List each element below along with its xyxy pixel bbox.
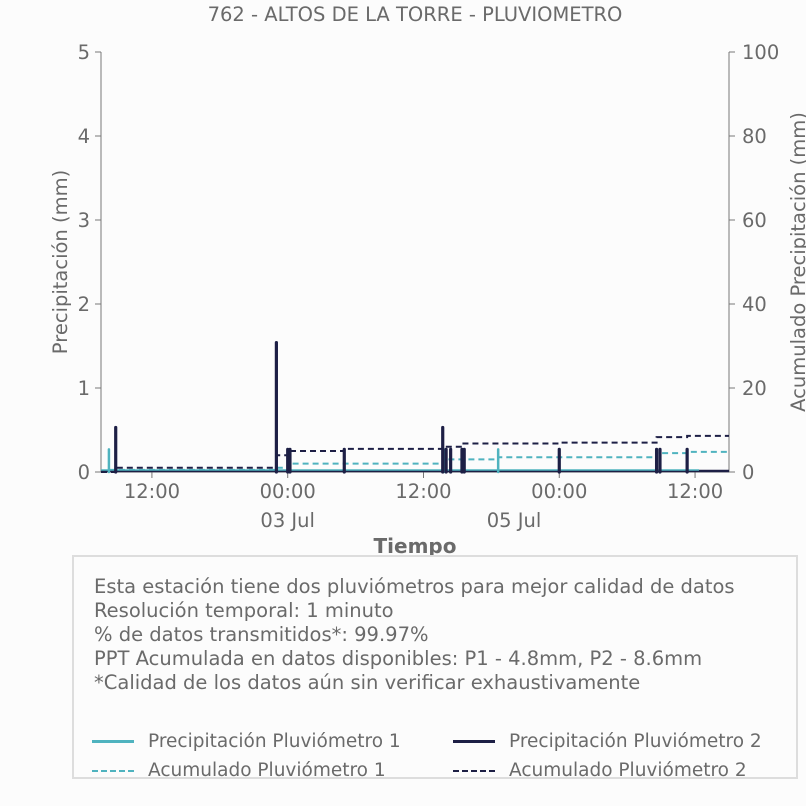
rainfall-chart: 762 - ALTOS DE LA TORRE - PLUVIOMETRO 01… xyxy=(49,3,806,558)
y-tick-label-right: 80 xyxy=(742,125,767,148)
info-text: Esta estación tiene dos pluviómetros par… xyxy=(94,575,735,695)
acumulado-p2-line xyxy=(101,434,729,473)
legend-label-p1-precip: Precipitación Pluviómetro 1 xyxy=(148,731,401,752)
info-line-transmitted: % de datos transmitidos*: 99.97% xyxy=(94,623,429,646)
y-axis-right-label: Acumulado Precipitación (mm) xyxy=(787,112,806,412)
legend-label-p1-acum: Acumulado Pluviómetro 1 xyxy=(148,760,386,781)
y-tick-label-right: 40 xyxy=(742,293,767,316)
chart-legend: Precipitación Pluviómetro 1 Precipitació… xyxy=(92,731,792,791)
info-line-accumulated: PPT Acumulada en datos disponibles: P1 -… xyxy=(94,647,703,670)
x-date-label: 05 Jul xyxy=(487,509,542,532)
legend-swatch-p1-precip xyxy=(92,740,134,743)
x-tick-label: 00:00 xyxy=(260,480,316,503)
legend-item-p2-precip: Precipitación Pluviómetro 2 xyxy=(453,731,762,752)
legend-swatch-p2-acum xyxy=(453,769,495,772)
chart-title: 762 - ALTOS DE LA TORRE - PLUVIOMETRO xyxy=(208,3,623,26)
y-tick-label-left: 1 xyxy=(78,377,90,400)
info-line-resolution: Resolución temporal: 1 minuto xyxy=(94,599,394,622)
y-tick-label-left: 0 xyxy=(78,461,90,484)
y-tick-label-right: 100 xyxy=(742,41,779,64)
y-tick-label-left: 2 xyxy=(78,293,90,316)
x-tick-label: 12:00 xyxy=(124,480,180,503)
x-tick-label: 12:00 xyxy=(395,480,451,503)
acumulado-p1-line xyxy=(101,450,729,473)
y-tick-label-left: 4 xyxy=(78,125,90,148)
legend-item-p2-acum: Acumulado Pluviómetro 2 xyxy=(453,760,747,781)
info-line-quality-note: *Calidad de los datos aún sin verificar … xyxy=(94,671,641,694)
y-axis-left-label: Precipitación (mm) xyxy=(49,170,72,354)
x-date-label: 03 Jul xyxy=(260,509,315,532)
x-tick-label: 12:00 xyxy=(667,480,723,503)
x-tick-label: 00:00 xyxy=(531,480,587,503)
y-tick-label-right: 0 xyxy=(742,461,754,484)
legend-label-p2-acum: Acumulado Pluviómetro 2 xyxy=(509,760,747,781)
info-line-stations: Esta estación tiene dos pluviómetros par… xyxy=(94,575,735,598)
y-tick-label-right: 20 xyxy=(742,377,767,400)
legend-item-p1-precip: Precipitación Pluviómetro 1 xyxy=(92,731,401,752)
x-axis-label: Tiempo xyxy=(374,534,457,558)
plot-area: 0 1 2 3 4 5 0 20 40 60 80 100 12:00 00:00 12:00 00:00 12… xyxy=(78,41,780,532)
y-tick-label-left: 5 xyxy=(78,41,90,64)
legend-swatch-p2-precip xyxy=(453,740,495,743)
y-tick-label-left: 3 xyxy=(78,209,90,232)
legend-item-p1-acum: Acumulado Pluviómetro 1 xyxy=(92,760,386,781)
legend-swatch-p1-acum xyxy=(92,769,134,772)
y-tick-label-right: 60 xyxy=(742,209,767,232)
legend-label-p2-precip: Precipitación Pluviómetro 2 xyxy=(509,731,762,752)
info-panel: Esta estación tiene dos pluviómetros par… xyxy=(72,555,798,781)
